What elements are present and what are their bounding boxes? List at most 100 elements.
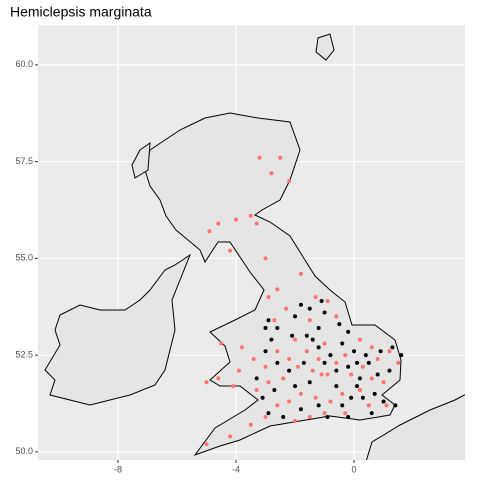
point: [343, 353, 348, 358]
point: [393, 403, 398, 408]
point: [236, 368, 241, 373]
point: [263, 326, 268, 331]
point: [387, 368, 392, 373]
point: [328, 399, 333, 404]
point: [313, 395, 318, 400]
point: [275, 287, 280, 292]
point: [228, 434, 233, 439]
point: [390, 345, 395, 350]
point: [239, 345, 244, 350]
point: [204, 442, 209, 447]
france: [365, 394, 465, 460]
point: [287, 356, 292, 361]
point: [316, 356, 321, 361]
point: [334, 314, 339, 319]
point: [275, 360, 280, 365]
point: [349, 395, 354, 400]
point: [266, 295, 271, 300]
point: [219, 341, 224, 346]
point: [334, 368, 339, 373]
point: [254, 376, 259, 381]
point: [295, 364, 300, 369]
point: [301, 360, 306, 365]
point: [343, 411, 348, 416]
point: [293, 337, 298, 342]
point: [284, 306, 289, 311]
point: [346, 415, 351, 420]
point: [316, 403, 321, 408]
point: [304, 349, 309, 354]
point: [369, 345, 374, 350]
point: [372, 391, 377, 396]
y-tick-label: 52.5: [15, 349, 33, 359]
chart-title: Hemiclepsis marginata: [10, 4, 152, 20]
point: [337, 322, 342, 327]
point: [354, 384, 359, 389]
point: [325, 298, 330, 303]
point: [275, 326, 280, 331]
point: [251, 356, 256, 361]
point: [310, 368, 315, 373]
point: [207, 229, 212, 234]
point: [272, 318, 277, 323]
point: [272, 387, 277, 392]
shetland: [315, 33, 335, 61]
axes: -8 -4 0 50.0 52.5 55.0 57.5 60.0: [15, 59, 356, 474]
point: [281, 415, 286, 420]
point: [360, 364, 365, 369]
point: [234, 217, 239, 222]
hebrides: [131, 141, 151, 179]
point: [369, 411, 374, 416]
point: [269, 337, 274, 342]
point: [354, 360, 359, 365]
point: [375, 356, 380, 361]
point: [298, 271, 303, 276]
point: [313, 295, 318, 300]
y-tick-label: 50.0: [15, 446, 33, 456]
point: [357, 376, 362, 381]
point: [307, 380, 312, 385]
point: [328, 353, 333, 358]
point: [260, 395, 265, 400]
point: [266, 411, 271, 416]
point: [316, 345, 321, 350]
point: [366, 360, 371, 365]
point: [263, 415, 268, 420]
ireland: [44, 253, 192, 406]
point: [334, 360, 339, 365]
x-tick-label: -8: [114, 464, 122, 474]
point: [204, 380, 209, 385]
point: [307, 318, 312, 323]
point: [228, 248, 233, 253]
point: [357, 337, 362, 342]
point: [216, 221, 221, 226]
point: [360, 395, 365, 400]
point: [319, 298, 324, 303]
point: [349, 372, 354, 377]
point: [290, 333, 295, 338]
point: [293, 384, 298, 389]
point: [381, 380, 386, 385]
point: [322, 310, 327, 315]
point: [316, 326, 321, 331]
point: [340, 391, 345, 396]
point: [322, 360, 327, 365]
point: [322, 341, 327, 346]
points: [204, 155, 404, 447]
point: [357, 387, 362, 392]
point: [293, 314, 298, 319]
point: [304, 333, 309, 338]
point: [254, 387, 259, 392]
point: [216, 376, 221, 381]
point: [248, 213, 253, 218]
point: [310, 337, 315, 342]
y-tick-label: 55.0: [15, 253, 33, 263]
point: [281, 376, 286, 381]
point: [340, 341, 345, 346]
point: [287, 368, 292, 373]
x-tick-label: 0: [352, 464, 357, 474]
point: [287, 399, 292, 404]
point: [399, 353, 404, 358]
x-tick-label: -4: [232, 464, 240, 474]
